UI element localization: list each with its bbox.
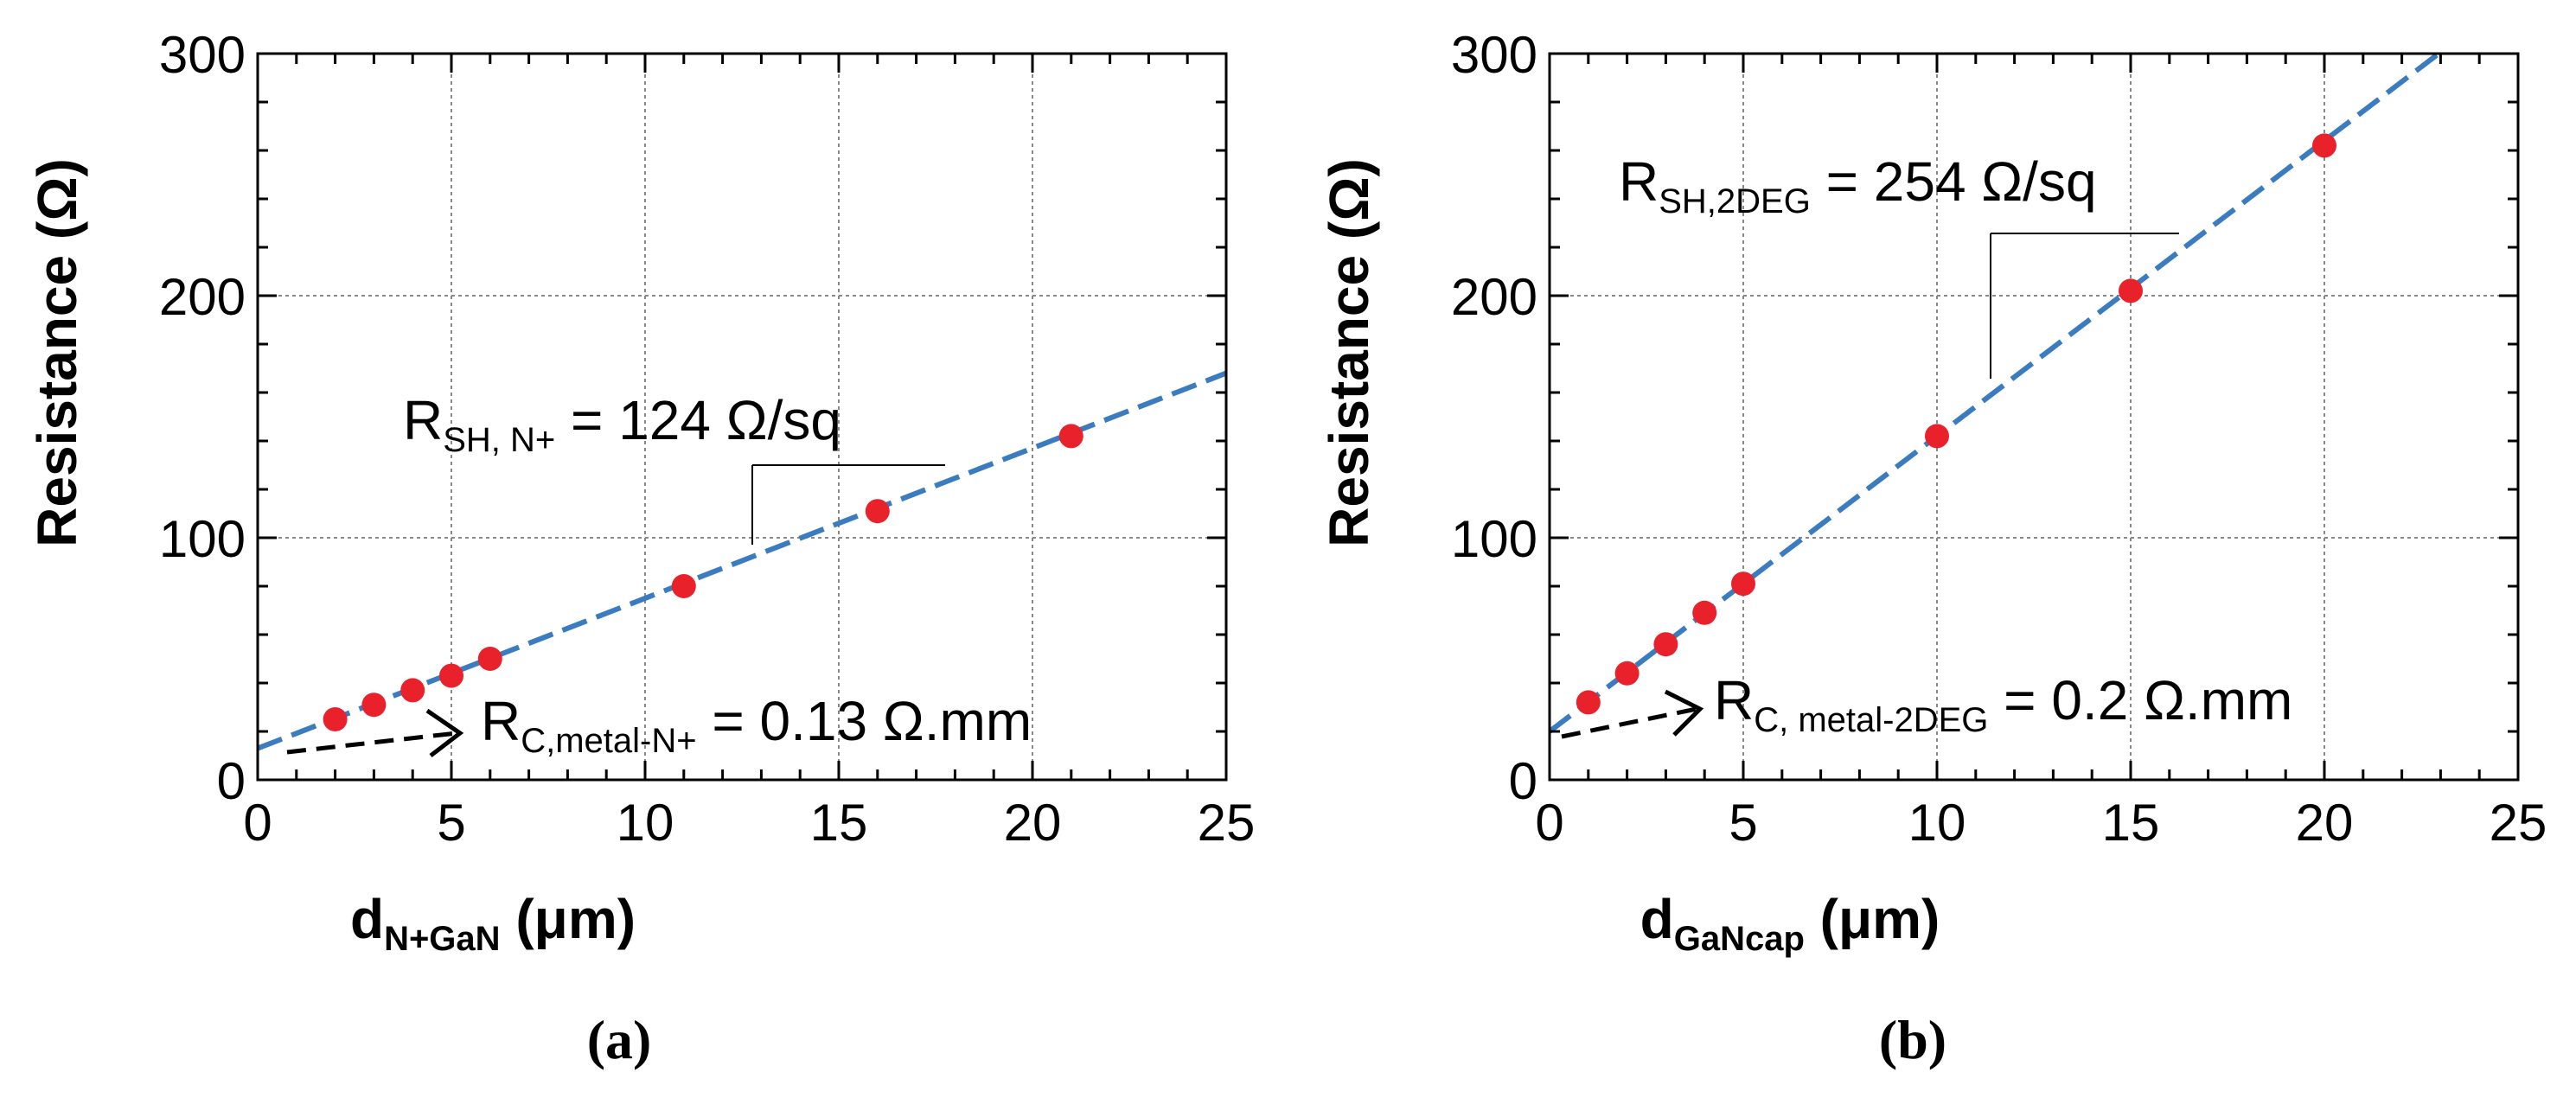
x-tick-label: 15: [810, 794, 868, 852]
contact-resistance-annotation-a: RC,metal-N+ = 0.13 Ω.mm: [481, 690, 1032, 760]
y-tick-label: 200: [159, 268, 246, 326]
data-point: [2312, 133, 2336, 158]
y-tick-label: 300: [1451, 26, 1537, 84]
y-tick-label: 200: [1451, 268, 1537, 326]
x-tick-label: 20: [2296, 794, 2354, 852]
contact-resistance-annotation-b: RC, metal-2DEG = 0.2 Ω.mm: [1714, 669, 2292, 739]
data-point: [361, 693, 387, 718]
data-point: [865, 499, 890, 524]
x-tick-label: 5: [1729, 794, 1757, 852]
y-ticks-b: 0 100 200 300: [1451, 26, 2518, 810]
sheet-resistance-annotation-b: RSH,2DEG = 254 Ω/sq: [1619, 150, 2097, 220]
y-tick-label: 100: [159, 510, 246, 568]
sheet-resistance-annotation-a: RSH, N+ = 124 Ω/sq: [403, 389, 841, 459]
data-point: [1653, 632, 1678, 657]
data-point: [439, 663, 463, 688]
x-tick-label: 15: [2102, 794, 2160, 852]
plot-frame-a: [256, 52, 1228, 782]
x-tick-label: 10: [1908, 794, 1966, 852]
data-point: [1058, 424, 1083, 449]
x-tick-label: 0: [243, 794, 272, 852]
x-tick-label: 20: [1004, 794, 1062, 852]
x-ticks-b: 0 5 10 15 20 25: [1535, 54, 2547, 852]
data-point: [2119, 278, 2143, 303]
data-point: [477, 647, 502, 671]
panel-label-b: (b): [1879, 1009, 1946, 1070]
points-a: [323, 424, 1083, 731]
data-point: [1614, 661, 1640, 686]
x-ticks-a: 0 5 10 15 20 25: [243, 54, 1255, 852]
data-point: [1576, 690, 1601, 715]
chart-b: 0 100 200 300 0 5 10 15 20 25 Resistance (Ω) dGa…: [1318, 26, 2547, 1070]
y-tick-label: 0: [217, 752, 246, 810]
x-tick-label: 25: [1198, 794, 1256, 852]
contact-arrow-b: [1561, 706, 1697, 739]
y-ticks-a: 0 100 200 300: [159, 26, 1226, 810]
data-point: [400, 678, 425, 703]
data-point: [1731, 571, 1755, 597]
data-point: [1925, 424, 1949, 449]
y-tick-label: 0: [1509, 752, 1537, 810]
y-axis-label-b: Resistance (Ω): [1318, 158, 1380, 547]
data-point: [1692, 600, 1717, 625]
contact-arrow-a: [286, 731, 457, 755]
contact-arrowhead-b: [1664, 689, 1704, 737]
chart-a: 0 100 200 300 0 5 10 15 20 25 Resistance (Ω) dN+…: [26, 26, 1255, 1070]
points-b: [1576, 133, 2336, 715]
data-point: [671, 574, 696, 598]
x-tick-label: 25: [2490, 794, 2547, 852]
contact-arrowhead-a: [425, 708, 464, 757]
x-tick-label: 5: [437, 794, 465, 852]
x-tick-label: 10: [617, 794, 674, 852]
x-axis-label-a: dN+GaN (μm): [350, 888, 636, 958]
y-axis-label-a: Resistance (Ω): [26, 158, 88, 547]
grid-b: [1550, 54, 2518, 780]
x-axis-label-b: dGaNcap (μm): [1640, 888, 1940, 958]
x-tick-label: 0: [1535, 794, 1563, 852]
y-tick-label: 100: [1451, 510, 1537, 568]
data-point: [323, 707, 348, 731]
plot-frame-b: [1548, 52, 2520, 782]
fit-line-a: [256, 370, 1228, 751]
grid-a: [258, 54, 1226, 780]
panel-label-a: (a): [587, 1009, 652, 1070]
y-tick-label: 300: [159, 26, 246, 84]
